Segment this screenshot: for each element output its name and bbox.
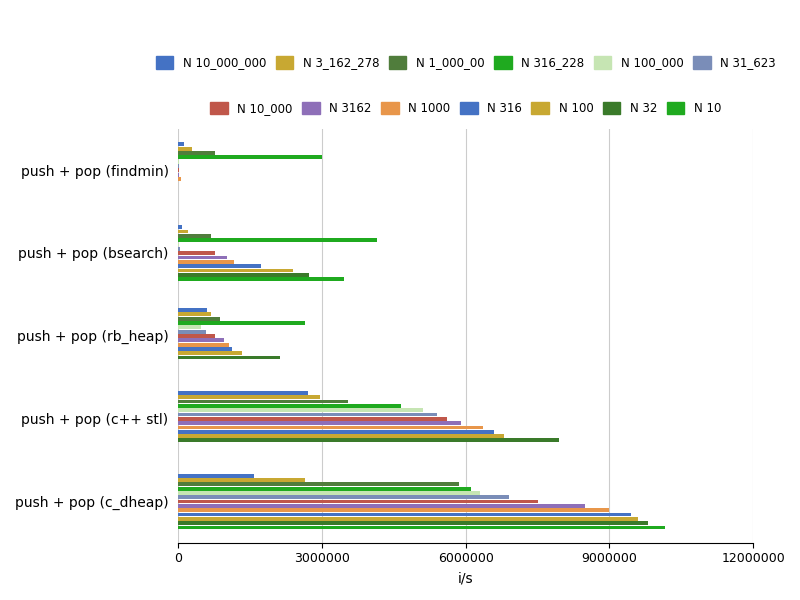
Bar <box>178 478 306 482</box>
Bar <box>178 256 227 259</box>
Bar <box>178 308 206 312</box>
Bar <box>178 504 586 508</box>
Bar <box>178 526 665 529</box>
Bar <box>178 317 220 320</box>
Bar <box>178 425 482 430</box>
Bar <box>178 439 559 442</box>
Bar <box>178 264 261 268</box>
Bar <box>178 247 180 251</box>
Bar <box>178 142 184 146</box>
Bar <box>178 234 211 238</box>
Bar <box>178 496 509 499</box>
Bar <box>178 521 648 525</box>
Bar <box>178 151 214 155</box>
Bar <box>178 347 233 351</box>
Bar <box>178 408 422 412</box>
Bar <box>178 155 322 159</box>
Bar <box>178 343 229 347</box>
Bar <box>178 242 179 247</box>
Bar <box>178 482 458 486</box>
Bar <box>178 230 188 233</box>
Bar <box>178 260 234 263</box>
Bar <box>178 517 638 521</box>
Bar <box>178 434 504 438</box>
Legend: N 10_000, N 3162, N 1000, N 316, N 100, N 32, N 10: N 10_000, N 3162, N 1000, N 316, N 100, … <box>206 97 726 120</box>
Bar <box>178 334 214 338</box>
Bar <box>178 487 470 491</box>
Bar <box>178 352 242 355</box>
Bar <box>178 508 610 512</box>
Bar <box>178 430 494 434</box>
Bar <box>178 400 348 403</box>
Bar <box>178 273 309 277</box>
Bar <box>178 338 224 342</box>
X-axis label: i/s: i/s <box>458 571 474 585</box>
Bar <box>178 491 480 495</box>
Bar <box>178 356 280 359</box>
Bar <box>178 330 206 334</box>
Bar <box>178 277 343 281</box>
Bar <box>178 474 254 478</box>
Bar <box>178 321 306 325</box>
Bar <box>178 251 214 255</box>
Bar <box>178 421 461 425</box>
Bar <box>178 404 401 408</box>
Bar <box>178 269 294 272</box>
Bar <box>178 500 538 503</box>
Bar <box>178 313 211 316</box>
Bar <box>178 177 182 181</box>
Bar <box>178 147 192 151</box>
Bar <box>178 238 377 242</box>
Bar <box>178 413 437 416</box>
Bar <box>178 325 201 329</box>
Bar <box>178 391 308 395</box>
Bar <box>178 512 631 517</box>
Bar <box>178 173 179 176</box>
Bar <box>178 395 320 399</box>
Bar <box>178 226 182 229</box>
Bar <box>178 417 446 421</box>
